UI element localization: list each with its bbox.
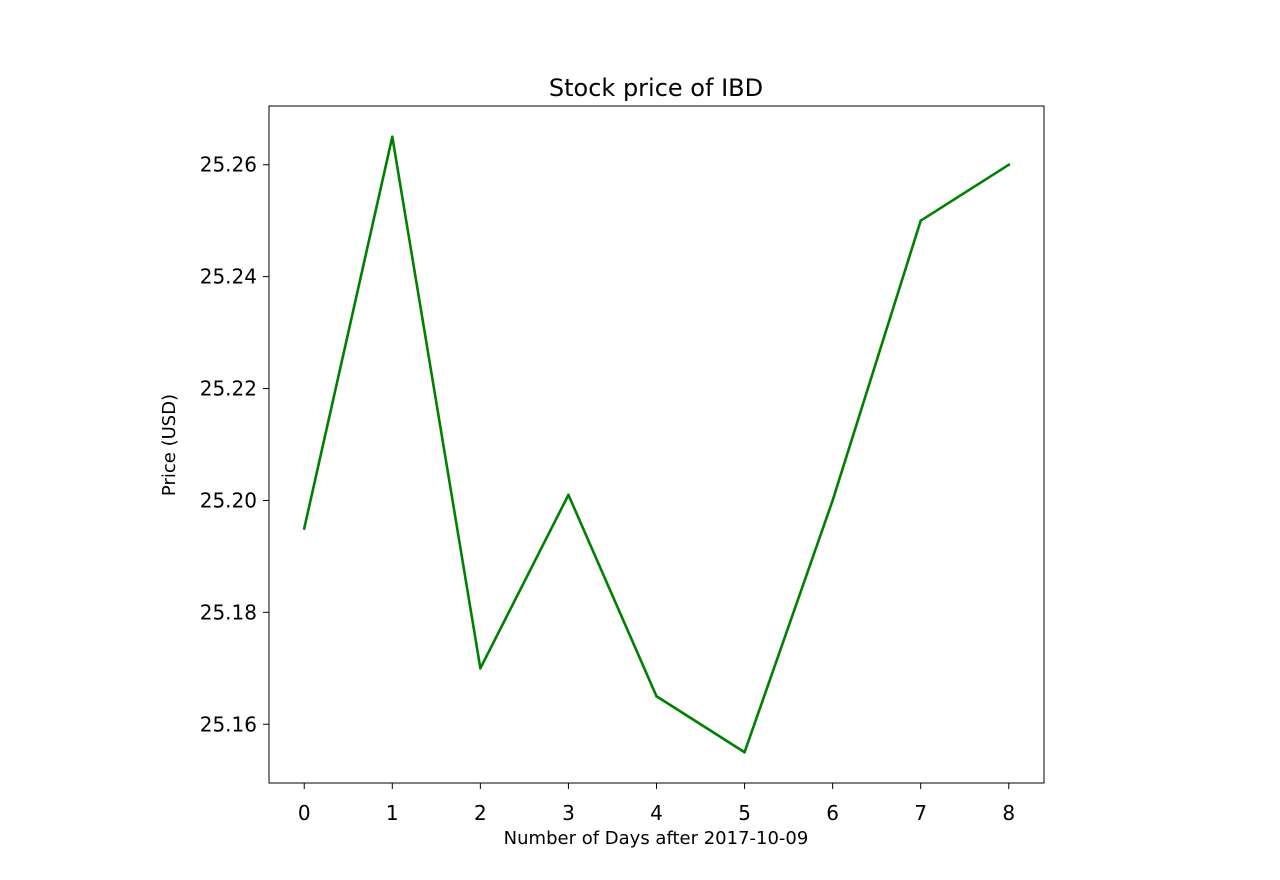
y-axis: 25.16 25.18 25.20 25.22 25.24 25.26: [200, 153, 269, 736]
data-point: [919, 219, 923, 222]
y-tick-label: 25.16: [200, 712, 257, 736]
x-axis-label: Number of Days after 2017-10-09: [504, 828, 809, 849]
x-tick-label: 1: [386, 801, 399, 825]
y-tick-label: 25.26: [200, 153, 257, 177]
y-axis-label: Price (USD): [159, 394, 180, 496]
data-point: [831, 499, 834, 502]
data-point: [567, 493, 570, 497]
data-point: [1007, 163, 1011, 167]
chart-title: Stock price of IBD: [549, 74, 763, 102]
plot-area: [302, 135, 1011, 754]
x-tick-label: 7: [914, 801, 927, 825]
y-tick-label: 25.18: [200, 600, 257, 624]
x-tick-label: 4: [650, 801, 663, 825]
data-point: [479, 667, 482, 670]
x-tick-label: 8: [1002, 801, 1015, 825]
data-point: [743, 750, 746, 754]
x-tick-label: 5: [738, 801, 751, 825]
y-tick-label: 25.20: [200, 488, 257, 512]
y-tick-label: 25.24: [200, 265, 257, 289]
data-point: [390, 135, 394, 139]
y-tick-label: 25.22: [200, 377, 257, 401]
x-tick-label: 3: [562, 801, 575, 825]
x-tick-label: 2: [474, 801, 487, 825]
x-tick-label: 6: [826, 801, 839, 825]
data-point: [655, 694, 658, 698]
x-tick-label: 0: [298, 801, 311, 825]
x-axis: 0 1 2 3 4 5 6 7 8: [298, 783, 1015, 825]
data-point: [302, 527, 306, 530]
